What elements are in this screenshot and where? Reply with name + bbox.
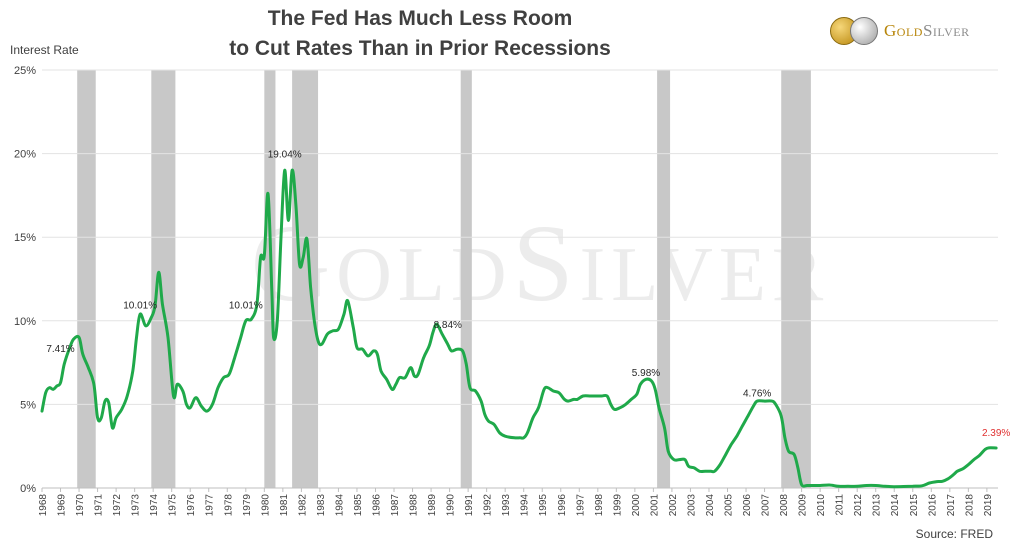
chart-title: The Fed Has Much Less Room to Cut Rates …: [160, 4, 680, 64]
x-tick-label: 1997: [575, 494, 586, 517]
x-tick-label: 1996: [557, 494, 568, 517]
x-tick-label: 1992: [483, 494, 494, 517]
recession-band: [781, 70, 811, 488]
source-note: Source: FRED: [915, 527, 993, 541]
data-label: 19.04%: [268, 150, 302, 161]
data-label: 2.39%: [982, 428, 1010, 439]
chart-title-line-1: The Fed Has Much Less Room: [267, 7, 573, 30]
x-tick-label: 1999: [612, 494, 623, 517]
x-tick-label: 1969: [57, 494, 68, 517]
x-tick-label: 2008: [779, 494, 790, 517]
x-tick-label: 1970: [75, 494, 86, 517]
x-tick-label: 1973: [131, 494, 142, 517]
y-tick-label: 0%: [20, 483, 36, 495]
x-tick-label: 1994: [520, 494, 531, 517]
x-tick-label: 1990: [446, 494, 457, 517]
data-label: 5.98%: [632, 368, 660, 379]
x-tick-label: 2003: [686, 494, 697, 517]
recession-band: [264, 70, 276, 488]
x-tick-label: 2004: [705, 494, 716, 517]
recession-band: [657, 70, 671, 488]
x-tick-label: 2001: [649, 494, 660, 517]
data-label: 10.01%: [123, 301, 157, 312]
x-tick-label: 1995: [538, 494, 549, 517]
y-tick-label: 25%: [14, 65, 36, 77]
x-tick-label: 2000: [631, 494, 642, 517]
x-tick-label: 1968: [38, 494, 49, 517]
x-tick-label: 1976: [186, 494, 197, 517]
x-tick-label: 1979: [242, 494, 253, 517]
logo-silver-text: Silver: [922, 21, 970, 40]
recession-band: [77, 70, 96, 488]
data-label: 4.76%: [743, 388, 771, 399]
x-tick-label: 2013: [872, 494, 883, 517]
x-tick-label: 2019: [983, 494, 994, 517]
y-axis-label: Interest Rate: [10, 43, 79, 57]
silver-coin-icon: [850, 17, 878, 45]
x-tick-label: 2017: [946, 494, 957, 517]
x-tick-label: 1983: [316, 494, 327, 517]
goldsilver-logo: Gold Silver: [830, 14, 970, 48]
x-tick-label: 2011: [835, 494, 846, 516]
data-label: 8.84%: [434, 320, 462, 331]
x-tick-label: 1993: [501, 494, 512, 517]
x-tick-label: 2006: [742, 494, 753, 517]
x-tick-label: 1989: [427, 494, 438, 517]
data-label: 7.41%: [46, 344, 74, 355]
x-tick-label: 1998: [594, 494, 605, 517]
y-tick-label: 10%: [14, 316, 36, 328]
x-tick-label: 2014: [890, 494, 901, 517]
rate-series-line: [40, 168, 998, 489]
x-tick-label: 1978: [223, 494, 234, 517]
x-tick-label: 1982: [297, 494, 308, 517]
x-tick-label: 1984: [334, 494, 345, 517]
x-tick-label: 1980: [260, 494, 271, 517]
x-tick-label: 1974: [149, 494, 160, 517]
x-tick-label: 1987: [390, 494, 401, 517]
logo-gold-text: Gold: [884, 21, 923, 40]
chart-title-line-2: to Cut Rates Than in Prior Recessions: [229, 37, 611, 60]
x-tick-label: 1988: [409, 494, 420, 517]
x-tick-label: 2015: [909, 494, 920, 517]
x-tick-label: 1971: [94, 494, 105, 517]
x-tick-label: 1972: [112, 494, 123, 517]
x-tick-label: 1975: [168, 494, 179, 517]
x-tick-label: 2018: [964, 494, 975, 517]
x-tick-label: 2007: [761, 494, 772, 517]
x-tick-label: 2002: [668, 494, 679, 517]
x-tick-label: 2005: [724, 494, 735, 517]
y-tick-label: 15%: [14, 232, 36, 244]
y-tick-label: 20%: [14, 149, 36, 161]
x-tick-label: 2010: [816, 494, 827, 517]
data-label: 10.01%: [229, 301, 263, 312]
x-tick-label: 1977: [205, 494, 216, 517]
x-tick-label: 1986: [371, 494, 382, 517]
x-tick-label: 2016: [927, 494, 938, 517]
recession-band: [151, 70, 176, 488]
recession-band: [292, 70, 319, 488]
x-tick-label: 2012: [853, 494, 864, 517]
x-tick-label: 1991: [464, 494, 475, 517]
y-tick-label: 5%: [20, 399, 36, 411]
x-tick-label: 1985: [353, 494, 364, 517]
recession-band: [460, 70, 472, 488]
x-tick-label: 1981: [279, 494, 290, 517]
x-tick-label: 2009: [798, 494, 809, 517]
